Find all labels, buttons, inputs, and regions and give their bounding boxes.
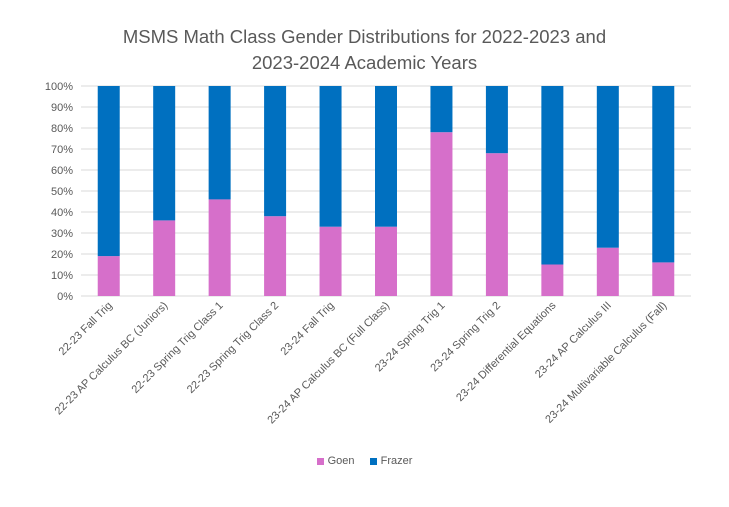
bar-frazer <box>375 86 397 227</box>
y-tick-label: 30% <box>51 228 73 240</box>
chart-title-line-1: MSMS Math Class Gender Distributions for… <box>122 26 607 47</box>
bar-frazer <box>264 86 287 217</box>
legend-swatch-frazer <box>369 457 377 465</box>
bar-goen <box>430 132 453 296</box>
x-category-label: 22-23 Spring Trig Class 1 <box>130 300 226 396</box>
bars <box>97 86 675 296</box>
bar-frazer <box>541 86 564 265</box>
bar-goen <box>652 262 675 296</box>
bar-goen <box>319 226 342 296</box>
bar-goen <box>541 264 564 296</box>
legend: Goen Frazer <box>0 455 729 468</box>
bar-goen <box>208 199 231 296</box>
y-tick-label: 40% <box>51 207 73 219</box>
legend-label-frazer: Frazer <box>380 455 413 467</box>
y-tick-label: 60% <box>51 165 73 177</box>
legend-item-goen: Goen <box>316 455 355 467</box>
y-tick-label: 70% <box>51 144 73 156</box>
x-category-label: 22-23 Spring Trig Class 2 <box>185 300 281 396</box>
bar-frazer <box>485 86 508 154</box>
x-category-label: 23-24 AP Calculus BC (Full Class) <box>265 300 392 427</box>
legend-label-goen: Goen <box>327 455 355 467</box>
y-tick-label: 10% <box>51 270 73 282</box>
y-tick-label: 20% <box>51 249 73 261</box>
bar-frazer <box>319 86 342 227</box>
chart-title: MSMS Math Class Gender Distributions for… <box>0 24 729 76</box>
bar-goen <box>153 220 176 296</box>
x-category-label: 22-23 Fall Trig <box>57 300 115 358</box>
y-tick-label: 0% <box>57 291 73 303</box>
y-tick-label: 80% <box>51 123 73 135</box>
bar-frazer <box>208 86 231 200</box>
bar-frazer <box>652 86 675 263</box>
legend-swatch-goen <box>316 457 324 465</box>
bar-goen <box>264 216 287 296</box>
x-category-label: 22-23 AP Calculus BC (Juniors) <box>53 300 171 418</box>
bar-frazer <box>430 86 453 133</box>
bar-goen <box>485 153 508 296</box>
x-category-label: 23-24 Fall Trig <box>278 300 336 358</box>
bar-frazer <box>596 86 619 248</box>
y-tick-label: 100% <box>45 81 73 93</box>
y-tick-label: 90% <box>51 102 73 114</box>
chart-title-line-2: 2023-2024 Academic Years <box>251 52 478 73</box>
bar-frazer <box>153 86 176 221</box>
bar-frazer <box>97 86 120 257</box>
bar-goen <box>375 226 397 296</box>
legend-item-frazer: Frazer <box>369 455 413 467</box>
x-category-label: 23-24 Multivariable Calculus (Fall) <box>543 300 669 426</box>
y-tick-label: 50% <box>51 186 73 198</box>
bar-goen <box>97 256 120 296</box>
y-axis-ticks: 0% 10% 20% 30% 40% 50% 60% 70% 80% 90% 100% <box>45 81 73 303</box>
x-category-label: 23-24 Differential Equations <box>454 299 559 404</box>
bar-goen <box>596 247 619 296</box>
